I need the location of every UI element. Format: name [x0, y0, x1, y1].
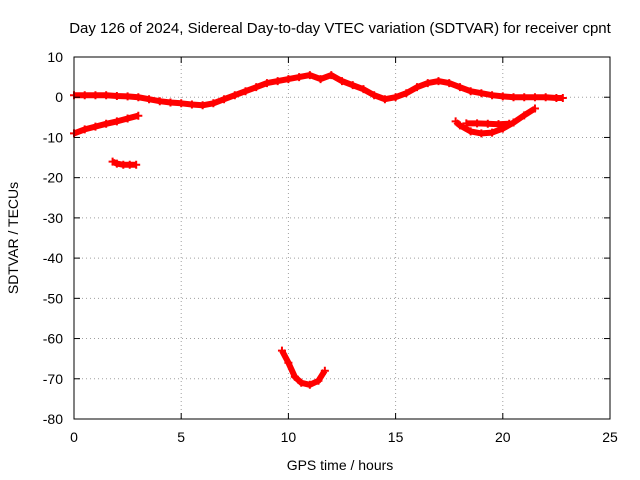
data-point — [134, 93, 143, 102]
y-tick-label: -20 — [43, 170, 63, 186]
data-point — [102, 119, 111, 128]
data-point — [80, 91, 89, 100]
data-point — [145, 95, 154, 104]
data-point — [509, 93, 518, 102]
data-point — [477, 129, 486, 138]
data-point — [177, 99, 186, 108]
y-tick-label: -40 — [43, 250, 63, 266]
data-point — [273, 77, 282, 86]
data-point — [277, 346, 286, 355]
y-tick-label: -50 — [43, 290, 63, 306]
data-point — [262, 79, 271, 88]
data-point — [477, 89, 486, 98]
axis-ticks: 0 5 10 15 20 25 10 0 -10 -20 -30 -40 -50 -60 -70 -80 — [43, 49, 618, 445]
data-point — [314, 376, 323, 385]
data-point — [305, 380, 314, 389]
data-point — [112, 117, 121, 126]
data-point — [252, 83, 261, 92]
data-point — [198, 101, 207, 110]
data-point — [320, 366, 329, 375]
data-point — [102, 91, 111, 100]
data-point — [445, 79, 454, 88]
data-point — [466, 127, 475, 136]
data-point — [91, 122, 100, 131]
data-point — [297, 378, 306, 387]
data-point — [370, 91, 379, 100]
data-point — [132, 160, 141, 169]
data-point — [80, 125, 89, 134]
data-point — [558, 94, 567, 103]
x-axis-label: GPS time / hours — [287, 457, 394, 473]
data-point — [473, 119, 482, 128]
data-point — [241, 87, 250, 96]
data-point — [123, 114, 132, 123]
data-point — [391, 93, 400, 102]
data-point — [494, 120, 503, 129]
data-point — [359, 85, 368, 94]
data-point — [488, 91, 497, 100]
data-point — [466, 87, 475, 96]
y-tick-label: 10 — [47, 49, 63, 65]
data-point — [455, 121, 464, 130]
data-point — [209, 99, 218, 108]
data-point — [108, 157, 117, 166]
data-point — [483, 119, 492, 128]
y-tick-label: -70 — [43, 371, 63, 387]
data-point — [316, 75, 325, 84]
data-point — [488, 128, 497, 137]
data-point — [305, 71, 314, 80]
data-point — [112, 159, 121, 168]
y-tick-label: -80 — [43, 411, 63, 427]
data-point — [520, 111, 529, 120]
data-point — [134, 111, 143, 120]
data-point — [530, 93, 539, 102]
data-point — [541, 93, 550, 102]
data-point — [530, 104, 539, 113]
data-point — [498, 92, 507, 101]
y-tick-label: -60 — [43, 331, 63, 347]
plot-frame — [73, 56, 611, 420]
data-point — [284, 358, 293, 367]
data-point — [290, 372, 299, 381]
data-point — [423, 79, 432, 88]
data-point — [413, 83, 422, 92]
data-point — [434, 77, 443, 86]
data-point — [338, 77, 346, 86]
x-tick-label: 10 — [281, 429, 297, 445]
data-point — [509, 118, 518, 127]
data-point — [327, 71, 336, 80]
grid — [74, 57, 610, 419]
data-layer — [70, 71, 567, 389]
data-point — [402, 89, 411, 98]
x-tick-label: 0 — [70, 429, 78, 445]
y-tick-label: 0 — [55, 89, 63, 105]
chart-title: Day 126 of 2024, Sidereal Day-to-day VTE… — [69, 20, 611, 37]
data-point — [284, 75, 293, 84]
data-point — [380, 95, 389, 104]
x-tick-label: 20 — [495, 429, 511, 445]
data-point — [520, 93, 529, 102]
x-tick-label: 5 — [177, 429, 185, 445]
data-point — [123, 92, 132, 101]
data-point — [166, 98, 175, 107]
data-point — [505, 119, 514, 128]
data-point — [112, 92, 121, 101]
data-point — [348, 81, 357, 90]
data-point — [462, 119, 471, 128]
y-tick-label: -10 — [43, 129, 63, 145]
data-point — [295, 73, 304, 82]
y-axis-label: SDTVAR / TECUs — [5, 182, 21, 294]
data-point — [455, 83, 464, 92]
data-point — [220, 95, 229, 104]
data-point — [230, 91, 239, 100]
data-point — [155, 97, 164, 106]
data-point — [451, 117, 460, 126]
x-tick-label: 25 — [602, 429, 618, 445]
x-tick-label: 15 — [388, 429, 404, 445]
y-tick-label: -30 — [43, 210, 63, 226]
data-point — [187, 100, 196, 109]
data-point — [91, 91, 100, 100]
